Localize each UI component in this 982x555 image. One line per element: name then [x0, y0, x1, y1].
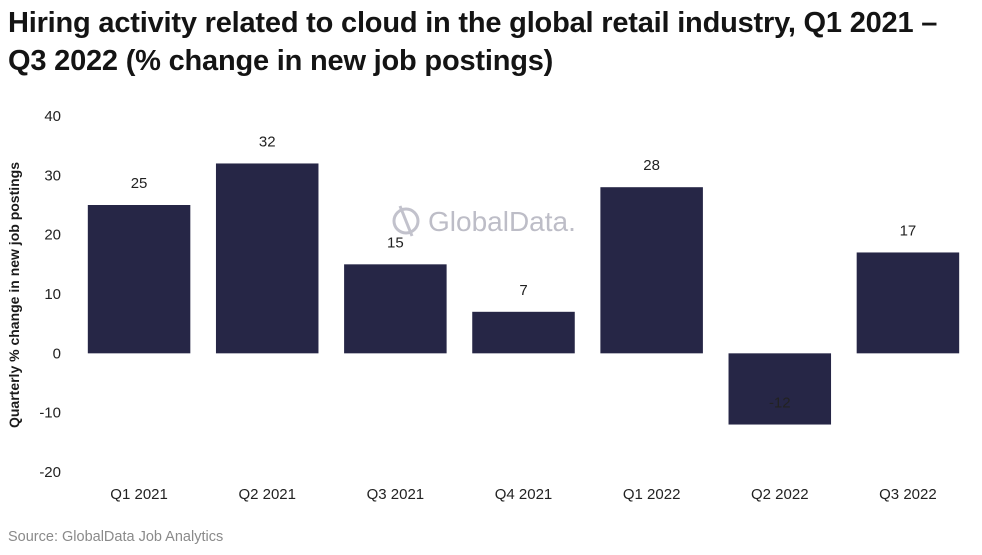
bar-value-label: -12	[769, 395, 791, 412]
bar	[856, 252, 960, 354]
y-axis-ticks: 40 30 20 10 0 -10 -20	[39, 108, 61, 481]
x-tick-label: Q1 2022	[623, 486, 681, 503]
y-tick-label: 20	[44, 227, 61, 244]
x-tick-label: Q2 2021	[238, 486, 296, 503]
x-tick-label: Q3 2022	[879, 486, 937, 503]
bar	[472, 311, 575, 354]
y-tick-label: 40	[44, 108, 61, 125]
watermark-text: GlobalData.	[428, 206, 576, 237]
bar-value-label: 32	[259, 133, 276, 150]
y-tick-label: 30	[44, 167, 61, 184]
y-tick-label: -10	[39, 405, 61, 422]
bar	[600, 187, 703, 354]
source-note: Source: GlobalData Job Analytics	[8, 529, 224, 545]
x-tick-label: Q2 2022	[751, 486, 809, 503]
bar-value-label: 15	[387, 234, 404, 251]
globaldata-logo-icon	[392, 205, 420, 237]
chart-title: Hiring activity related to cloud in the …	[8, 7, 938, 77]
bar	[87, 205, 191, 354]
bar	[344, 264, 447, 354]
bar	[728, 353, 832, 425]
bar-value-label: 25	[131, 175, 148, 192]
x-axis-ticks: Q1 2021 Q2 2021 Q3 2021 Q4 2021 Q1 2022 Q2 20…	[110, 486, 936, 503]
globaldata-logo-watermark: GlobalData.	[392, 205, 576, 237]
bars	[87, 163, 960, 425]
x-tick-label: Q3 2021	[367, 486, 425, 503]
y-axis-title: Quarterly % change in new job postings	[6, 162, 22, 428]
bar-value-label: 28	[643, 157, 660, 174]
y-tick-label: -20	[39, 464, 61, 481]
y-tick-label: 0	[53, 345, 61, 362]
bar	[215, 163, 319, 354]
bar-value-label: 7	[519, 282, 527, 299]
y-tick-label: 10	[44, 286, 61, 303]
x-tick-label: Q4 2021	[495, 486, 553, 503]
bar-value-label: 17	[900, 222, 917, 239]
data-labels: 25 32 15 7 28 -12 17	[131, 133, 917, 411]
x-tick-label: Q1 2021	[110, 486, 168, 503]
